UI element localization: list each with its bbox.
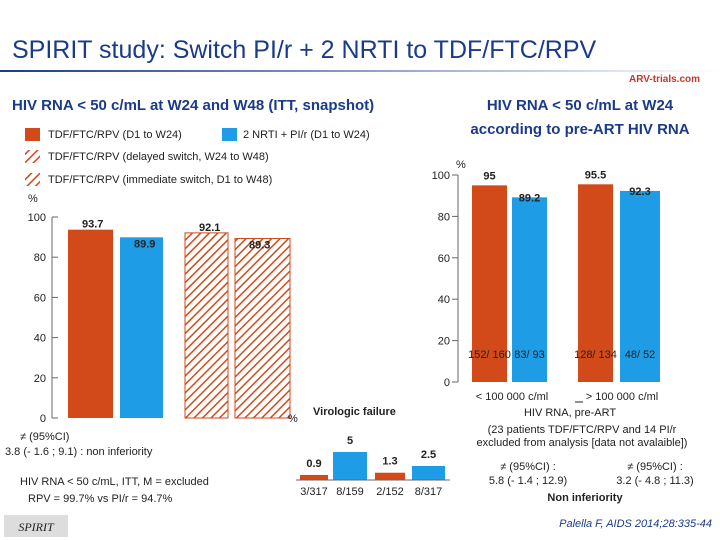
y-tick-label: 20 (438, 336, 450, 348)
value-label: 89.2 (519, 192, 540, 204)
note: excluded from analysis [data not avalaib… (477, 437, 688, 449)
bar (184, 232, 229, 419)
title-rule (0, 70, 720, 72)
bar (472, 185, 507, 382)
footer-box (4, 515, 68, 537)
x-axis-label: HIV RNA, pre-ART (524, 407, 616, 419)
legend-swatch (25, 173, 40, 186)
bar (234, 238, 291, 419)
legend-label: TDF/FTC/RPV (D1 to W24) (48, 129, 182, 141)
y-tick-label: 60 (34, 292, 46, 304)
legend-label: 2 NRTI + PI/r (D1 to W24) (243, 129, 370, 141)
y-tick-label: 0 (40, 413, 46, 425)
chart-title: HIV RNA < 50 c/mL at W24 and W48 (ITT, s… (12, 97, 374, 114)
y-tick-label: 0 (444, 377, 450, 389)
count-label: 3/317 (300, 486, 328, 498)
y-tick-label: 100 (432, 170, 450, 182)
citation: Palella F, AIDS 2014;28:335-44 (559, 518, 712, 530)
y-tick-label: 60 (438, 253, 450, 265)
note: Non inferiority (547, 492, 623, 504)
value-label: 92.1 (199, 222, 220, 234)
chart-title: HIV RNA < 50 c/mL at W24 (487, 97, 674, 114)
bar (412, 466, 445, 480)
y-tick-label: 80 (438, 211, 450, 223)
legend-swatch (25, 150, 40, 163)
bar (375, 472, 405, 480)
y-tick-label: 40 (34, 333, 46, 345)
count-label: 128/ 134 (574, 349, 617, 361)
bar (333, 452, 367, 480)
count-label: 8/317 (415, 486, 443, 498)
note: ≠ (95%CI) : (500, 461, 556, 473)
value-label: 89.3 (249, 240, 270, 252)
count-label: 48/ 52 (625, 349, 656, 361)
bar (620, 190, 660, 382)
y-axis-label: % (28, 193, 38, 205)
bar (512, 197, 547, 382)
value-label: 5 (347, 435, 353, 447)
value-label: 92.3 (629, 186, 650, 198)
bar (120, 237, 163, 418)
note: 5.8 (- 1.4 ; 12.9) (489, 475, 567, 487)
y-axis-label: % (456, 159, 466, 171)
annotation: ≠ (95%CI) (20, 431, 69, 443)
bar (68, 229, 113, 418)
count-label: 83/ 93 (514, 349, 545, 361)
y-tick-label: 40 (438, 294, 450, 306)
y-tick-label: 100 (28, 212, 46, 224)
value-label: 89.9 (134, 238, 155, 250)
annotation: 3.8 (- 1.6 ; 9.1) : non inferiority (5, 446, 153, 458)
legend-swatch (25, 128, 40, 141)
value-label: 93.7 (82, 219, 103, 231)
value-label: 2.5 (421, 449, 436, 461)
footer: SPIRIT (18, 520, 55, 534)
y-axis-label: % (288, 413, 298, 425)
y-tick-label: 20 (34, 373, 46, 385)
count-label: 8/159 (336, 486, 364, 498)
x-tick-label: > 100 000 c/ml (586, 391, 658, 403)
bar (300, 474, 328, 480)
value-label: 1.3 (382, 456, 397, 468)
legend-label: TDF/FTC/RPV (immediate switch, D1 to W48… (48, 174, 272, 186)
value-label: 95 (483, 170, 495, 182)
note: 3.2 (- 4.8 ; 11.3) (616, 475, 693, 487)
legend-swatch (222, 128, 237, 141)
chart-title: according to pre-ART HIV RNA (470, 121, 689, 138)
value-label: 95.5 (585, 169, 606, 181)
count-label: 152/ 160 (468, 349, 511, 361)
legend-label: TDF/FTC/RPV (delayed switch, W24 to W48) (48, 151, 269, 163)
count-label: 2/152 (376, 486, 404, 498)
bar (578, 184, 613, 382)
note: (23 patients TDF/FTC/RPV and 14 PI/r (488, 424, 677, 436)
x-tick-label: < 100 000 c/ml (476, 391, 548, 403)
annotation: RPV = 99.7% vs PI/r = 94.7% (28, 493, 173, 505)
value-label: 0.9 (306, 458, 321, 470)
y-tick-label: 80 (34, 252, 46, 264)
logo: ARV-trials.com (629, 74, 700, 85)
chart-title: Virologic failure (313, 406, 396, 418)
annotation: HIV RNA < 50 c/mL, ITT, M = excluded (20, 476, 209, 488)
slide-title: SPIRIT study: Switch PI/r + 2 NRTI to TD… (12, 36, 596, 64)
note: ≠ (95%CI) : (627, 461, 683, 473)
